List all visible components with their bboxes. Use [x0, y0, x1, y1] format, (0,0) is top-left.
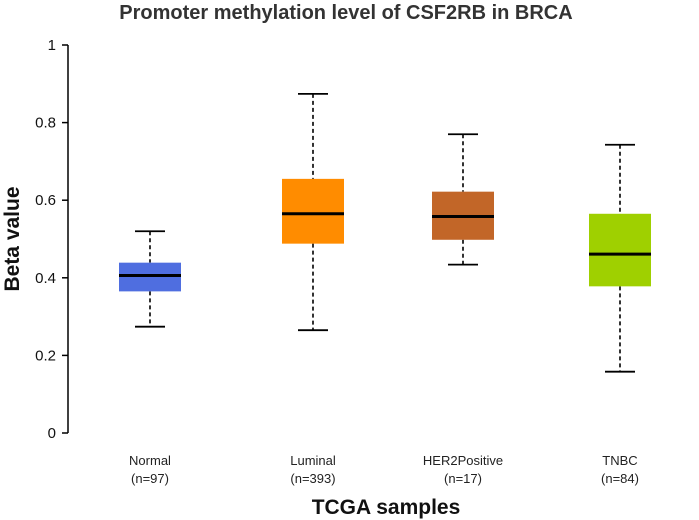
category-label: HER2Positive — [423, 453, 503, 468]
category-count-label: (n=393) — [290, 471, 335, 486]
y-tick-label: 0 — [48, 425, 56, 442]
box-group-tnbc — [589, 143, 651, 373]
category-count-label: (n=97) — [131, 471, 169, 486]
iqr-box — [282, 178, 344, 244]
category-count-label: (n=17) — [444, 471, 482, 486]
y-tick-label: 1 — [48, 37, 56, 54]
category-label: Luminal — [290, 453, 336, 468]
iqr-box — [119, 262, 181, 292]
box-series — [119, 92, 651, 373]
chart-title: Promoter methylation level of CSF2RB in … — [119, 2, 572, 24]
x-axis-labels: Normal (n=97) Luminal (n=393) HER2Positive (n… — [129, 453, 639, 486]
category-count-label: (n=84) — [601, 471, 639, 486]
y-tick-label: 0.8 — [35, 115, 56, 132]
x-axis-title: TCGA samples — [312, 496, 461, 519]
y-axis-ticks: 0 0.2 0.4 0.6 0.8 1 — [35, 37, 68, 442]
y-tick-label: 0.4 — [35, 270, 56, 287]
y-axis-title: Beta value — [1, 186, 24, 291]
category-label: Normal — [129, 453, 171, 468]
y-tick-label: 0.2 — [35, 347, 56, 364]
y-tick-label: 0.6 — [35, 192, 56, 209]
iqr-box — [589, 213, 651, 287]
box-group-her2positive — [432, 133, 494, 266]
box-group-normal — [119, 230, 181, 328]
box-group-luminal — [282, 92, 344, 332]
category-label: TNBC — [602, 453, 637, 468]
